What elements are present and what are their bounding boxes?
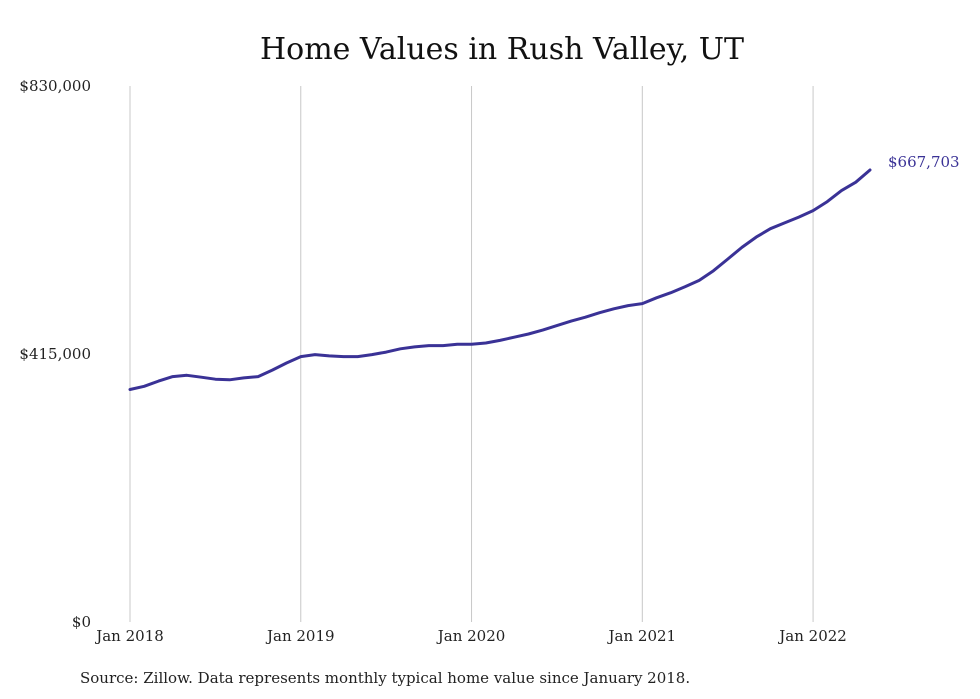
y-tick-label: $415,000: [19, 345, 91, 363]
series-layer: [128, 168, 872, 391]
end-value-label: $667,703: [888, 153, 960, 171]
grid-layer: [129, 86, 814, 622]
x-tick-label: Jan 2022: [777, 627, 847, 645]
y-tick-label: $0: [72, 613, 91, 631]
x-tick-label: Jan 2021: [607, 627, 677, 645]
x-tick-label: Jan 2020: [436, 627, 506, 645]
source-note: Source: Zillow. Data represents monthly …: [80, 669, 690, 687]
x-tick-label: Jan 2018: [94, 627, 164, 645]
series-line: [128, 168, 872, 391]
y-axis-ticks: $830,000 $415,000 $0: [19, 77, 91, 631]
chart-title: Home Values in Rush Valley, UT: [260, 32, 744, 67]
x-tick-label: Jan 2019: [265, 627, 335, 645]
y-tick-label: $830,000: [19, 77, 91, 95]
x-axis-ticks: Jan 2018 Jan 2019 Jan 2020 Jan 2021 Jan 2022: [94, 627, 847, 645]
